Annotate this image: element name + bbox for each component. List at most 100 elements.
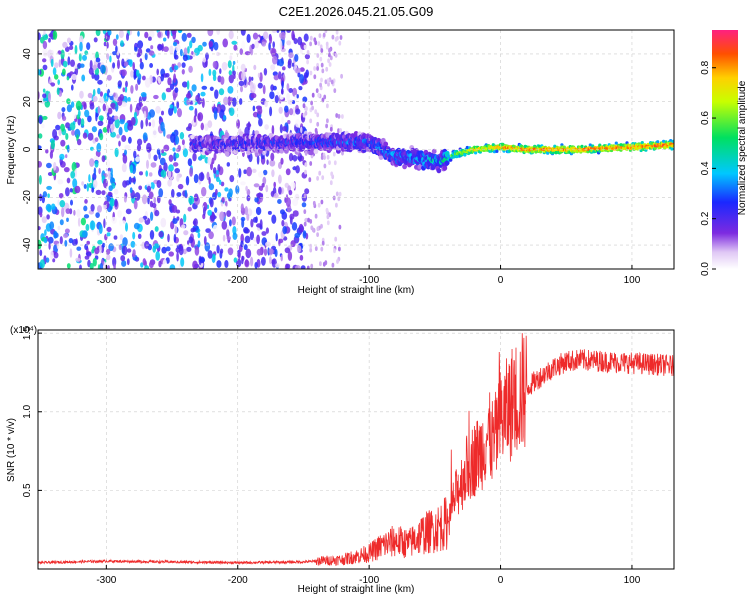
heatmap-cell: [160, 74, 164, 82]
x-tick-label: -200: [228, 575, 248, 586]
heatmap-cell: [160, 217, 167, 228]
heatmap-cell: [83, 214, 90, 219]
heatmap-cell: [278, 106, 283, 114]
heatmap-cell: [309, 41, 312, 47]
heatmap-cell: [257, 72, 261, 78]
heatmap-cell: [74, 185, 81, 194]
heatmap-cell: [191, 36, 196, 44]
heatmap-cell: [213, 41, 219, 51]
heatmap-cell: [137, 30, 140, 37]
heatmap-cell: [286, 92, 290, 102]
heatmap-cell: [42, 64, 48, 71]
heatmap-cell: [64, 240, 68, 247]
heatmap-cell: [56, 243, 60, 250]
heatmap-cell: [133, 111, 138, 119]
heatmap-cell: [127, 97, 131, 102]
heatmap-cell: [181, 224, 186, 229]
heatmap-cell: [316, 53, 320, 58]
heatmap-cell: [81, 181, 84, 186]
heatmap-cell: [156, 180, 162, 188]
heatmap-cell: [83, 205, 88, 212]
heatmap-cell: [263, 248, 268, 256]
heatmap-cell: [216, 170, 219, 175]
heatmap-cell: [149, 230, 155, 240]
heatmap-cell: [474, 151, 478, 155]
heatmap-cell: [221, 61, 228, 71]
heatmap-cell: [186, 99, 191, 106]
heatmap-cell: [176, 174, 180, 182]
heatmap-cell: [288, 88, 294, 93]
heatmap-cell: [263, 169, 268, 176]
heatmap-cell: [216, 260, 222, 268]
heatmap-cell: [189, 40, 193, 49]
heatmap-cell: [320, 62, 324, 68]
heatmap-cell: [316, 112, 320, 118]
heatmap-cell: [49, 150, 54, 159]
heatmap-cell: [94, 160, 99, 168]
heatmap-cell: [185, 93, 192, 99]
heatmap-cell: [148, 151, 152, 160]
heatmap-cell: [79, 63, 85, 68]
heatmap-cell: [207, 156, 212, 165]
heatmap-cell: [92, 95, 98, 102]
heatmap-cell: [332, 195, 336, 201]
heatmap-cell: [240, 181, 246, 186]
heatmap-cell: [171, 205, 178, 213]
colorbar-tick-label: 0.6: [700, 111, 711, 125]
heatmap-cell: [86, 182, 90, 192]
colorbar-tick-label: 0.4: [700, 161, 711, 175]
heatmap-cell: [560, 143, 564, 147]
heatmap-cell: [201, 186, 207, 197]
heatmap-cell: [233, 257, 238, 263]
heatmap-cell: [191, 84, 197, 92]
heatmap-cell: [108, 185, 113, 192]
heatmap-cell: [81, 74, 86, 82]
heatmap-cell: [213, 253, 216, 260]
heatmap-cell: [292, 87, 298, 97]
heatmap-cell: [301, 202, 307, 208]
heatmap-cell: [93, 167, 97, 176]
heatmap-cell: [274, 95, 279, 104]
colorbar-tick-label: 0.8: [700, 60, 711, 74]
heatmap-cell: [328, 160, 331, 166]
heatmap-cell: [121, 58, 125, 67]
heatmap-cell: [99, 244, 102, 254]
heatmap-cell: [292, 210, 299, 217]
heatmap-cell: [580, 144, 584, 148]
heatmap-cell: [147, 195, 150, 205]
heatmap-cell: [156, 68, 159, 76]
heatmap-cell: [45, 149, 49, 154]
heatmap-cell: [305, 106, 308, 112]
heatmap-cell: [309, 243, 313, 249]
heatmap-cell: [318, 170, 322, 176]
heatmap-cell: [554, 151, 558, 155]
heatmap-cell: [274, 248, 278, 258]
heatmap-cell: [266, 159, 269, 165]
heatmap-cell: [174, 135, 180, 145]
heatmap-cell: [38, 145, 42, 150]
heatmap-cell: [249, 231, 254, 241]
heatmap-cell: [197, 240, 201, 248]
heatmap-cell: [172, 41, 178, 47]
bottom-y-ticks: 0.5 1.0 1.5: [22, 326, 42, 497]
heatmap-cell: [316, 66, 319, 71]
heatmap-cell: [165, 87, 172, 93]
heatmap-cell: [126, 32, 129, 41]
heatmap-cell: [255, 206, 262, 216]
heatmap-cell: [157, 76, 161, 82]
heatmap-cell: [313, 66, 316, 71]
heatmap-cell: [184, 189, 188, 198]
heatmap-cell: [52, 258, 56, 263]
heatmap-cell: [331, 34, 335, 40]
heatmap-cell: [102, 242, 106, 248]
heatmap-cell: [153, 154, 158, 161]
heatmap-cell: [127, 123, 134, 131]
heatmap-cell: [300, 126, 303, 134]
heatmap-cell: [174, 225, 178, 235]
heatmap-cell: [70, 59, 75, 67]
heatmap-cell: [92, 64, 97, 71]
heatmap-cell: [109, 92, 113, 97]
heatmap-cell: [339, 35, 343, 40]
heatmap-cell: [98, 168, 101, 175]
heatmap-cell: [302, 230, 307, 239]
